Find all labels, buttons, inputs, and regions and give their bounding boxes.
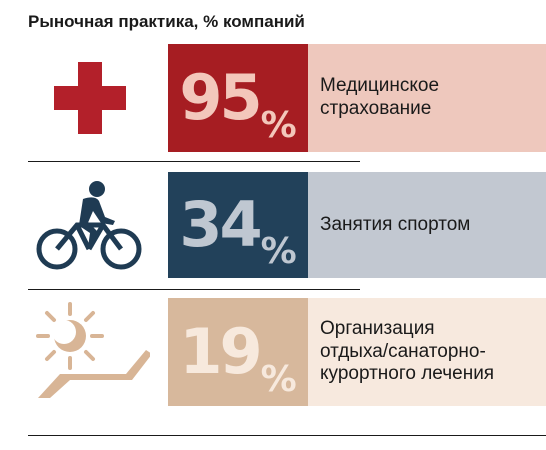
- sun-lounger-icon: [30, 298, 150, 406]
- label-line: страхование: [320, 98, 432, 119]
- row-medical: 95% Медицинское страхование: [0, 44, 546, 152]
- percent-value: 95: [179, 61, 262, 134]
- percent-sign: %: [260, 359, 297, 400]
- percent-box: 19%: [168, 298, 308, 406]
- label-line: отдыха/санаторно-: [320, 340, 486, 362]
- percent-sign: %: [260, 231, 297, 272]
- divider: [28, 161, 360, 162]
- percent-box: 95%: [168, 44, 308, 152]
- percent-value: 34: [179, 188, 262, 261]
- label-line: Медицинское: [320, 75, 440, 97]
- label-line: Занятия спортом: [320, 213, 471, 235]
- medical-cross-icon: [30, 44, 150, 152]
- bicycle-icon: [30, 172, 150, 278]
- row-label: Медицинское страхование: [308, 44, 546, 152]
- row-sport: 34% Занятия спортом: [0, 172, 546, 278]
- percent-value: 19: [179, 315, 262, 388]
- percent-box: 34%: [168, 172, 308, 278]
- divider: [28, 289, 360, 290]
- row-label: Занятия спортом: [308, 172, 546, 278]
- label-line: Организация: [320, 317, 435, 339]
- percent-sign: %: [260, 105, 297, 146]
- divider: [28, 435, 546, 436]
- row-label: Организация отдыха/санаторно- курортного…: [308, 298, 546, 406]
- row-rest: 19% Организация отдыха/санаторно- курорт…: [0, 298, 546, 406]
- page-title: Рыночная практика, % компаний: [28, 12, 305, 31]
- label-line: курортного лечения: [320, 363, 495, 385]
